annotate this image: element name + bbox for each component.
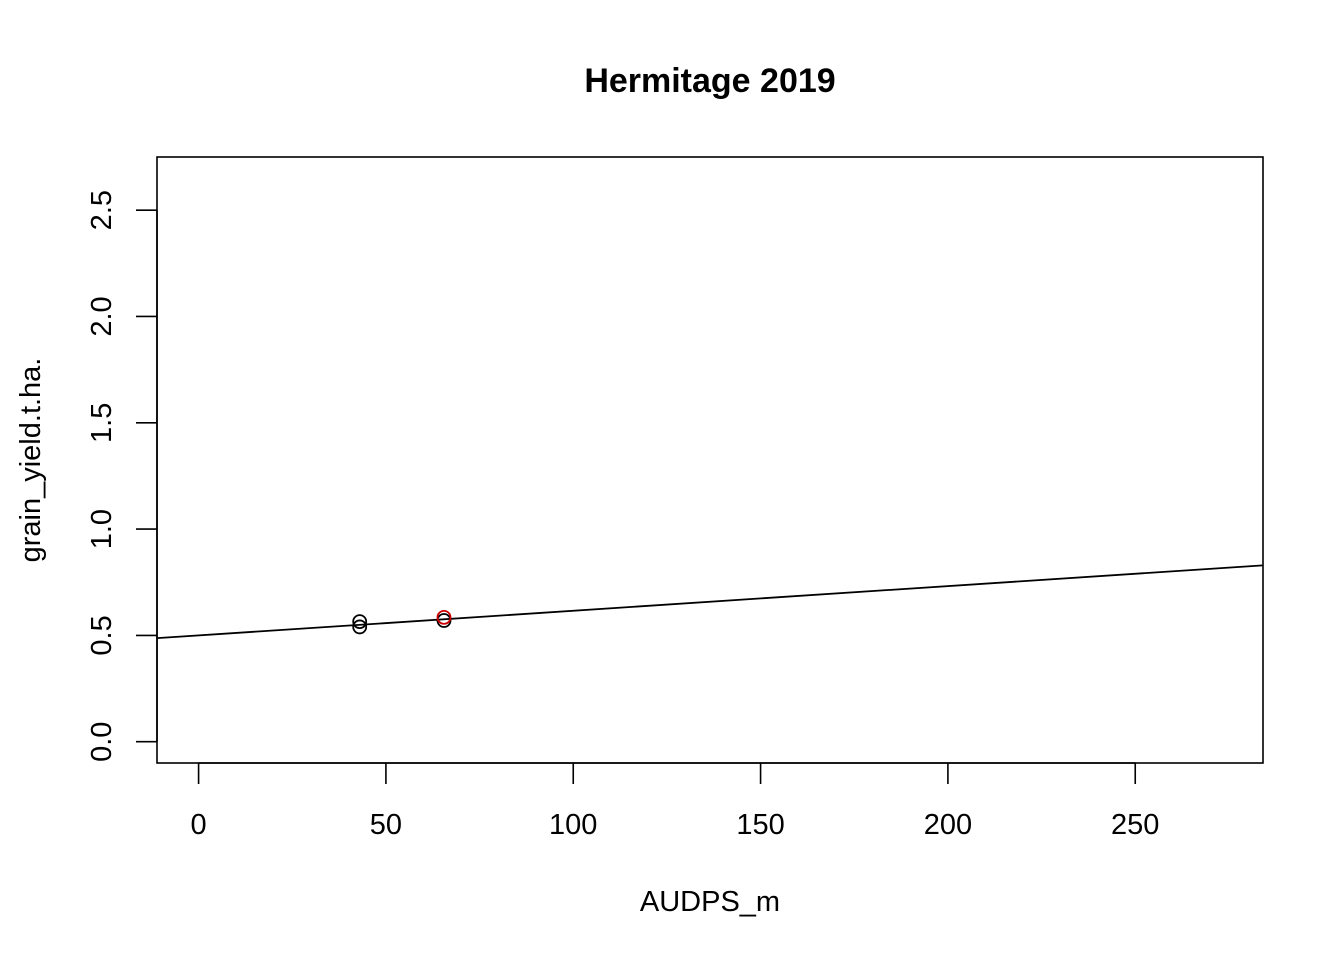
data-point: [436, 609, 452, 625]
x-tick-label: 150: [736, 809, 784, 841]
y-tick-label: 2.5: [86, 190, 118, 230]
plot-frame: [156, 156, 1264, 764]
x-tick-label: 250: [1111, 809, 1159, 841]
x-tick-label: 50: [370, 809, 402, 841]
x-axis-label: AUDPS_m: [640, 886, 780, 918]
y-tick-label: 2.0: [86, 296, 118, 336]
x-axis: 0 50 100 150 200 250: [191, 762, 1159, 841]
data-point: [436, 613, 452, 628]
y-axis: 0.0 0.5 1.0 1.5 2.0 2.5: [86, 190, 158, 762]
x-tick-label: 200: [924, 809, 972, 841]
points-layer: [352, 609, 452, 635]
chart-title: Hermitage 2019: [584, 62, 835, 100]
y-tick-label: 0.5: [86, 615, 118, 655]
y-tick-label: 1.5: [86, 403, 118, 443]
y-axis-label: grain_yield.t.ha.: [15, 358, 47, 563]
y-tick-label: 1.0: [86, 509, 118, 549]
regression-line: [156, 564, 1264, 640]
data-point: [352, 619, 368, 635]
data-point: [352, 614, 368, 629]
fit-line-layer: [156, 564, 1264, 640]
y-tick-label: 0.0: [86, 722, 118, 762]
x-tick-label: 0: [191, 809, 207, 841]
x-tick-label: 100: [549, 809, 597, 841]
